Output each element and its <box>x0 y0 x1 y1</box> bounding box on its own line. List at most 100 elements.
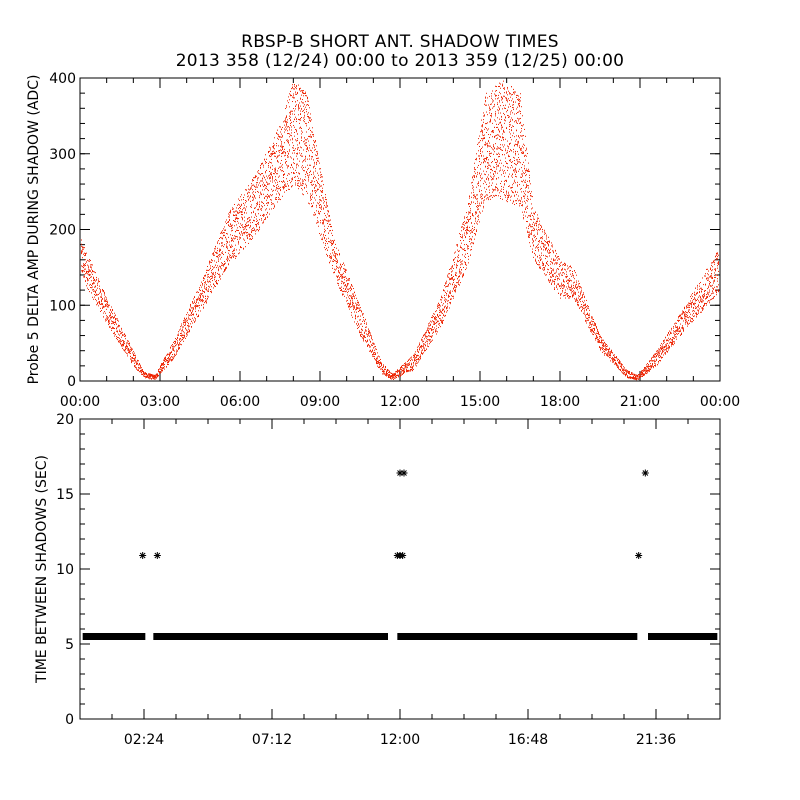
top-data-point <box>348 302 349 304</box>
top-data-point <box>501 162 502 164</box>
top-data-point <box>463 274 464 276</box>
top-data-point <box>255 224 256 226</box>
top-data-point <box>441 295 442 297</box>
top-data-point <box>478 138 479 140</box>
top-data-point <box>176 349 177 351</box>
top-data-point <box>507 99 508 101</box>
top-data-point <box>294 88 295 90</box>
top-data-point <box>420 346 421 348</box>
top-data-point <box>292 166 293 168</box>
top-data-point <box>510 142 511 144</box>
top-data-point <box>232 255 233 257</box>
top-data-point <box>213 254 214 256</box>
top-data-point <box>210 284 211 286</box>
top-data-point <box>438 304 439 306</box>
top-data-point <box>316 222 317 224</box>
top-data-point <box>460 261 461 263</box>
top-data-point <box>317 157 318 159</box>
top-data-point <box>474 175 475 177</box>
top-data-point <box>509 144 510 146</box>
top-data-point <box>108 324 109 326</box>
top-data-point <box>277 190 278 192</box>
top-data-point <box>203 304 204 306</box>
top-data-point <box>506 99 507 101</box>
top-data-point <box>504 92 505 94</box>
top-data-point <box>333 241 334 243</box>
top-data-point <box>313 183 314 185</box>
top-data-point <box>297 93 298 95</box>
top-data-point <box>217 265 218 267</box>
top-data-point <box>369 330 370 332</box>
top-data-point <box>276 197 277 199</box>
top-data-point <box>338 284 339 286</box>
top-data-point <box>383 371 384 373</box>
top-data-point <box>341 275 342 277</box>
top-data-point <box>372 349 373 351</box>
top-data-point <box>472 214 473 216</box>
top-data-point <box>256 184 257 186</box>
top-data-point <box>439 311 440 313</box>
top-data-point <box>307 192 308 194</box>
top-data-point <box>363 336 364 338</box>
top-data-point <box>134 366 135 368</box>
top-data-point <box>433 320 434 322</box>
top-data-point <box>410 366 411 368</box>
top-data-point <box>391 372 392 374</box>
top-data-point <box>517 151 518 153</box>
top-data-point <box>258 184 259 186</box>
top-data-point <box>318 212 319 214</box>
top-data-point <box>516 122 517 124</box>
top-data-point <box>466 222 467 224</box>
top-data-point <box>204 278 205 280</box>
top-data-point <box>344 282 345 284</box>
top-data-point <box>229 241 230 243</box>
top-data-point <box>346 297 347 299</box>
top-data-point <box>378 360 379 362</box>
top-data-point <box>410 360 411 362</box>
top-data-point <box>234 238 235 240</box>
top-data-point <box>146 373 147 375</box>
top-data-point <box>462 226 463 228</box>
top-data-point <box>360 334 361 336</box>
top-data-point <box>109 323 110 325</box>
top-data-point <box>505 196 506 198</box>
top-data-point <box>291 132 292 134</box>
top-data-point <box>179 342 180 344</box>
top-data-point <box>224 260 225 262</box>
top-data-point <box>372 354 373 356</box>
top-data-point <box>231 244 232 246</box>
top-data-point <box>346 285 347 287</box>
top-data-point <box>316 179 317 181</box>
top-data-point <box>517 185 518 187</box>
top-data-point <box>480 185 481 187</box>
top-data-point <box>108 322 109 324</box>
top-data-point <box>209 280 210 282</box>
top-data-point <box>234 249 235 251</box>
top-data-point <box>509 92 510 94</box>
top-data-point <box>515 152 516 154</box>
top-data-point <box>299 152 300 154</box>
top-data-point <box>101 293 102 295</box>
top-data-point <box>116 330 117 332</box>
top-data-point <box>87 280 88 282</box>
top-data-point <box>189 318 190 320</box>
top-data-point <box>241 216 242 218</box>
top-data-point <box>351 298 352 300</box>
top-data-point <box>86 271 87 273</box>
top-data-point <box>94 290 95 292</box>
top-data-point <box>181 332 182 334</box>
top-data-point <box>194 305 195 307</box>
top-data-point <box>445 305 446 307</box>
top-data-point <box>125 348 126 350</box>
top-data-point <box>459 272 460 274</box>
top-data-point <box>219 248 220 250</box>
top-data-point <box>255 191 256 193</box>
top-data-point <box>479 173 480 175</box>
top-data-point <box>306 171 307 173</box>
top-data-point <box>114 331 115 333</box>
top-data-point <box>400 367 401 369</box>
top-data-point <box>192 301 193 303</box>
top-data-point <box>276 143 277 145</box>
top-data-point <box>145 375 146 377</box>
top-data-point <box>110 315 111 317</box>
